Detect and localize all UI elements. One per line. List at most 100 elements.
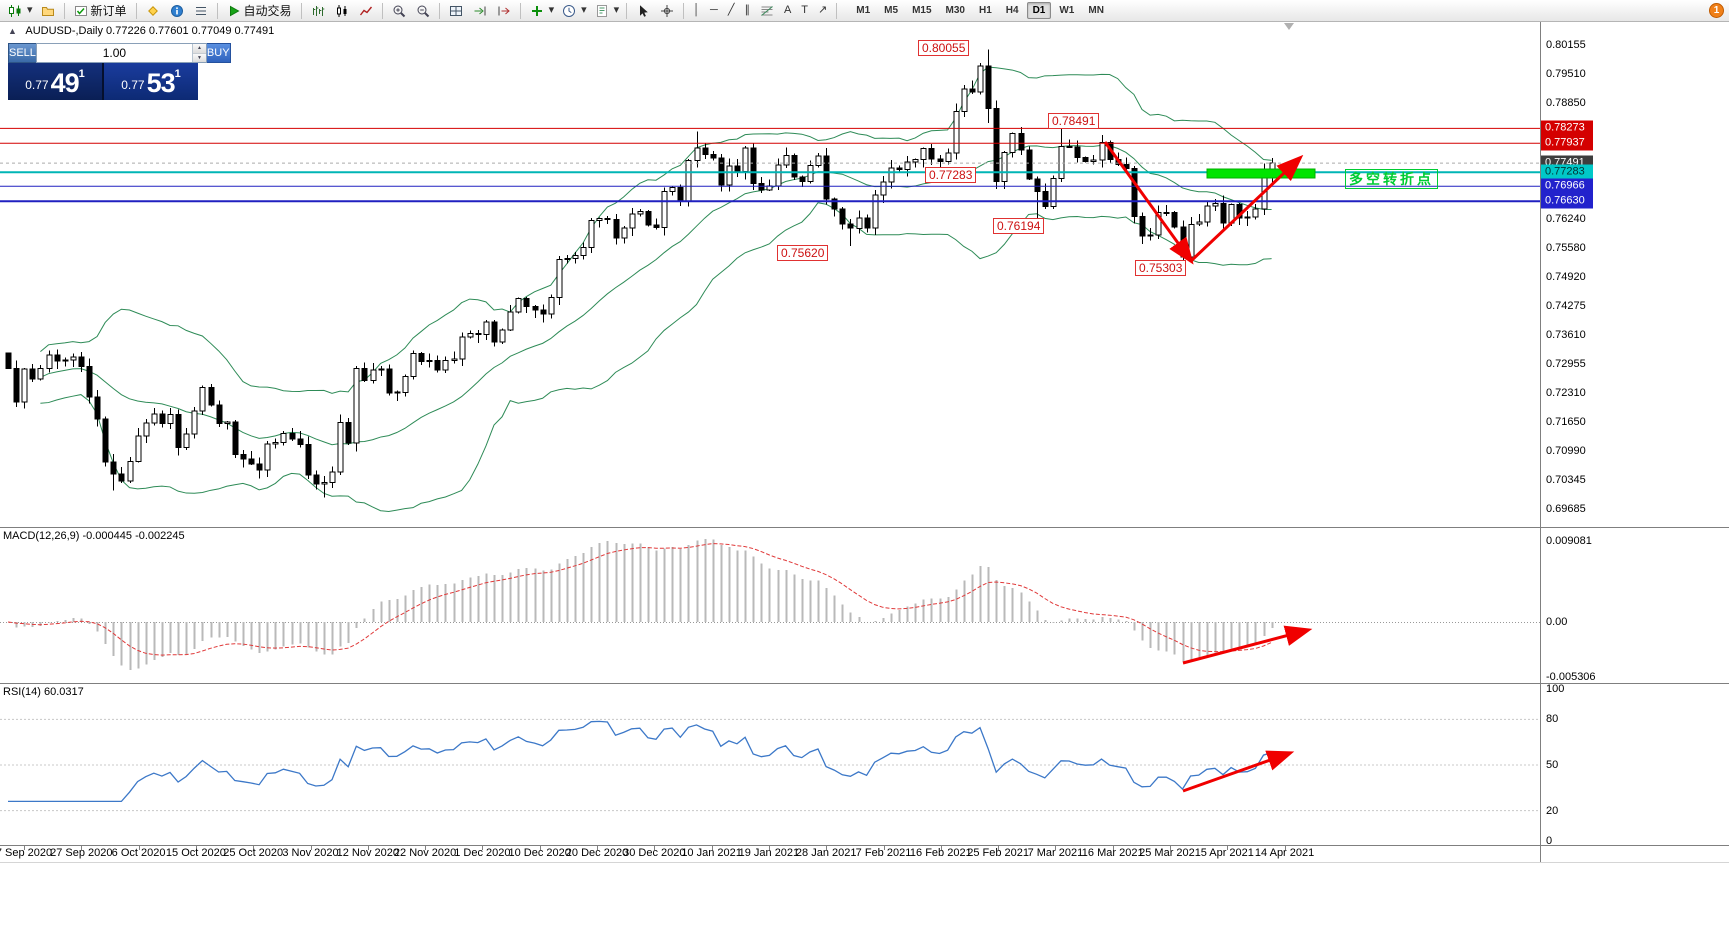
indicators-button[interactable] xyxy=(526,1,548,20)
chart-shift-button[interactable] xyxy=(493,1,515,20)
autotrading-button[interactable]: 自动交易 xyxy=(223,1,296,20)
sell-price-prefix: 0.77 xyxy=(25,78,49,92)
date-axis-label: 16 Mar 2021 xyxy=(1081,847,1144,859)
templates-button[interactable] xyxy=(591,1,613,20)
buy-tab[interactable]: BUY xyxy=(206,43,231,63)
profiles-button[interactable] xyxy=(37,1,59,20)
price-axis-label: 0.70345 xyxy=(1546,473,1586,486)
volume-decrease-button[interactable] xyxy=(192,53,206,62)
zoom-out-button[interactable] xyxy=(412,1,434,20)
options-button[interactable] xyxy=(166,1,188,20)
bollinger-upper-band xyxy=(40,66,1272,394)
price-annotation[interactable]: 0.78491 xyxy=(1048,113,1100,129)
fibonacci-tool-button[interactable] xyxy=(756,1,778,20)
notification-badge[interactable]: 1 xyxy=(1709,3,1724,18)
turning-zone-rect[interactable] xyxy=(1206,168,1316,179)
periods-menu-button[interactable]: ▾ xyxy=(579,1,589,20)
date-axis-label: 20 Dec 2020 xyxy=(565,847,629,859)
timeframe-d1-button[interactable]: D1 xyxy=(1026,2,1052,19)
bar-chart-mode-icon xyxy=(311,4,325,18)
channel-tool-button[interactable]: ∥ xyxy=(740,1,754,20)
timeframe-m1-button[interactable]: M1 xyxy=(856,5,871,16)
timeframe-w1-button[interactable]: W1 xyxy=(1059,5,1075,16)
date-axis-label: 3 Nov 2020 xyxy=(282,847,339,859)
date-axis-label: 16 Feb 2021 xyxy=(909,847,972,859)
sell-button[interactable]: 0.77 49 1 xyxy=(8,63,104,100)
candle-chart-mode-button[interactable] xyxy=(331,1,353,20)
vertical-line-tool-button[interactable]: │ xyxy=(689,1,704,20)
volume-increase-button[interactable] xyxy=(192,44,206,54)
metaeditor-icon xyxy=(146,4,160,18)
line-chart-mode-button[interactable] xyxy=(355,1,377,20)
date-axis-label: 25 Feb 2021 xyxy=(967,847,1029,859)
timeframe-m15-button[interactable]: M15 xyxy=(912,5,932,16)
new-order-button[interactable]: 新订单 xyxy=(70,1,131,20)
sell-tab[interactable]: SELL xyxy=(8,43,36,63)
oneclick-price-row: 0.77 49 1 0.77 53 1 xyxy=(8,63,198,100)
toolbar-buttons: ▾ 新订单 自动交易 ▾ ▾ ▾ │ ─ ╱ ∥ A T ↗ xyxy=(3,0,841,21)
templates-menu-button[interactable]: ▾ xyxy=(612,1,622,20)
trend-arrow[interactable] xyxy=(1189,154,1304,263)
date-axis-label: 15 Oct 2020 xyxy=(165,847,226,859)
market-watch-icon xyxy=(194,4,208,18)
buy-button[interactable]: 0.77 53 1 xyxy=(104,63,198,100)
price-axis-label: 0.73610 xyxy=(1546,329,1586,342)
volume-input[interactable] xyxy=(36,44,192,62)
timeframe-h1-button[interactable]: H1 xyxy=(978,5,992,16)
metaeditor-button[interactable] xyxy=(142,1,164,20)
label-tool-button[interactable]: T xyxy=(797,1,812,20)
periods-icon xyxy=(562,4,576,18)
rsi-scale-label: 20 xyxy=(1546,805,1559,817)
text-tool-button[interactable]: A xyxy=(780,1,795,20)
trend-arrow[interactable] xyxy=(1103,141,1194,265)
price-annotation[interactable]: 0.75303 xyxy=(1135,260,1187,276)
indicators-menu-icon: ▾ xyxy=(548,4,555,16)
zoom-in-button[interactable] xyxy=(388,1,410,20)
rsi-scale-label: 0 xyxy=(1546,835,1553,847)
price-annotation[interactable]: 0.80055 xyxy=(918,40,970,56)
price-annotation[interactable]: 0.77283 xyxy=(925,167,977,183)
timeframe-mn-button[interactable]: MN xyxy=(1088,5,1104,16)
trend-arrow[interactable] xyxy=(1182,750,1295,793)
rsi-indicator-label: RSI(14) 60.0317 xyxy=(3,686,84,698)
price-annotation[interactable]: 0.76194 xyxy=(993,218,1045,234)
crosshair-tool-icon xyxy=(660,4,674,18)
chart-shift-marker[interactable] xyxy=(1284,23,1294,30)
timeframe-m30-button[interactable]: M30 xyxy=(945,5,965,16)
auto-scroll-button[interactable] xyxy=(469,1,491,20)
new-chart-menu-button[interactable]: ▾ xyxy=(25,1,35,20)
price-annotation[interactable]: 0.75620 xyxy=(777,245,829,261)
toolbar-separator xyxy=(135,2,137,19)
bar-chart-mode-button[interactable] xyxy=(307,1,329,20)
tile-windows-icon xyxy=(449,4,463,18)
chart-shift-icon xyxy=(497,4,511,18)
timeframe-buttons: M1 M5 M15 M30 H1 H4 D1 W1 MN xyxy=(849,2,1111,19)
price-axis-label: 0.79510 xyxy=(1546,67,1586,80)
indicators-icon xyxy=(530,4,544,18)
market-watch-button[interactable] xyxy=(190,1,212,20)
turning-point-annotation[interactable]: 多空转折点 xyxy=(1345,169,1438,189)
crosshair-tool-button[interactable] xyxy=(656,1,678,20)
cursor-tool-button[interactable] xyxy=(632,1,654,20)
date-axis-label: 6 Oct 2020 xyxy=(111,847,166,859)
tile-windows-button[interactable] xyxy=(445,1,467,20)
zoom-out-icon xyxy=(416,4,430,18)
price-tag: 0.78273 xyxy=(1541,120,1593,136)
new-order-label: 新订单 xyxy=(90,4,127,18)
macd-signal-line xyxy=(7,543,1272,656)
timeframe-m5-button[interactable]: M5 xyxy=(884,5,899,16)
indicators-menu-button[interactable]: ▾ xyxy=(547,1,557,20)
oneclick-collapse-arrow[interactable]: ▲ xyxy=(8,26,17,36)
arrows-tool-button[interactable]: ↗ xyxy=(814,1,831,20)
trendline-tool-button[interactable]: ╱ xyxy=(724,1,739,20)
new-chart-button[interactable] xyxy=(4,1,26,20)
date-axis-label: 27 Sep 2020 xyxy=(50,847,113,859)
periods-button[interactable] xyxy=(558,1,580,20)
vertical-line-tool-icon: │ xyxy=(693,4,701,16)
horizontal-line-tool-button[interactable]: ─ xyxy=(706,1,722,20)
trend-arrow[interactable] xyxy=(1182,625,1313,665)
options-icon xyxy=(170,4,184,18)
timeframe-h4-button[interactable]: H4 xyxy=(1005,5,1019,16)
rsi-scale-label: 50 xyxy=(1546,759,1559,771)
macd-scale-label: -0.005306 xyxy=(1546,671,1596,683)
